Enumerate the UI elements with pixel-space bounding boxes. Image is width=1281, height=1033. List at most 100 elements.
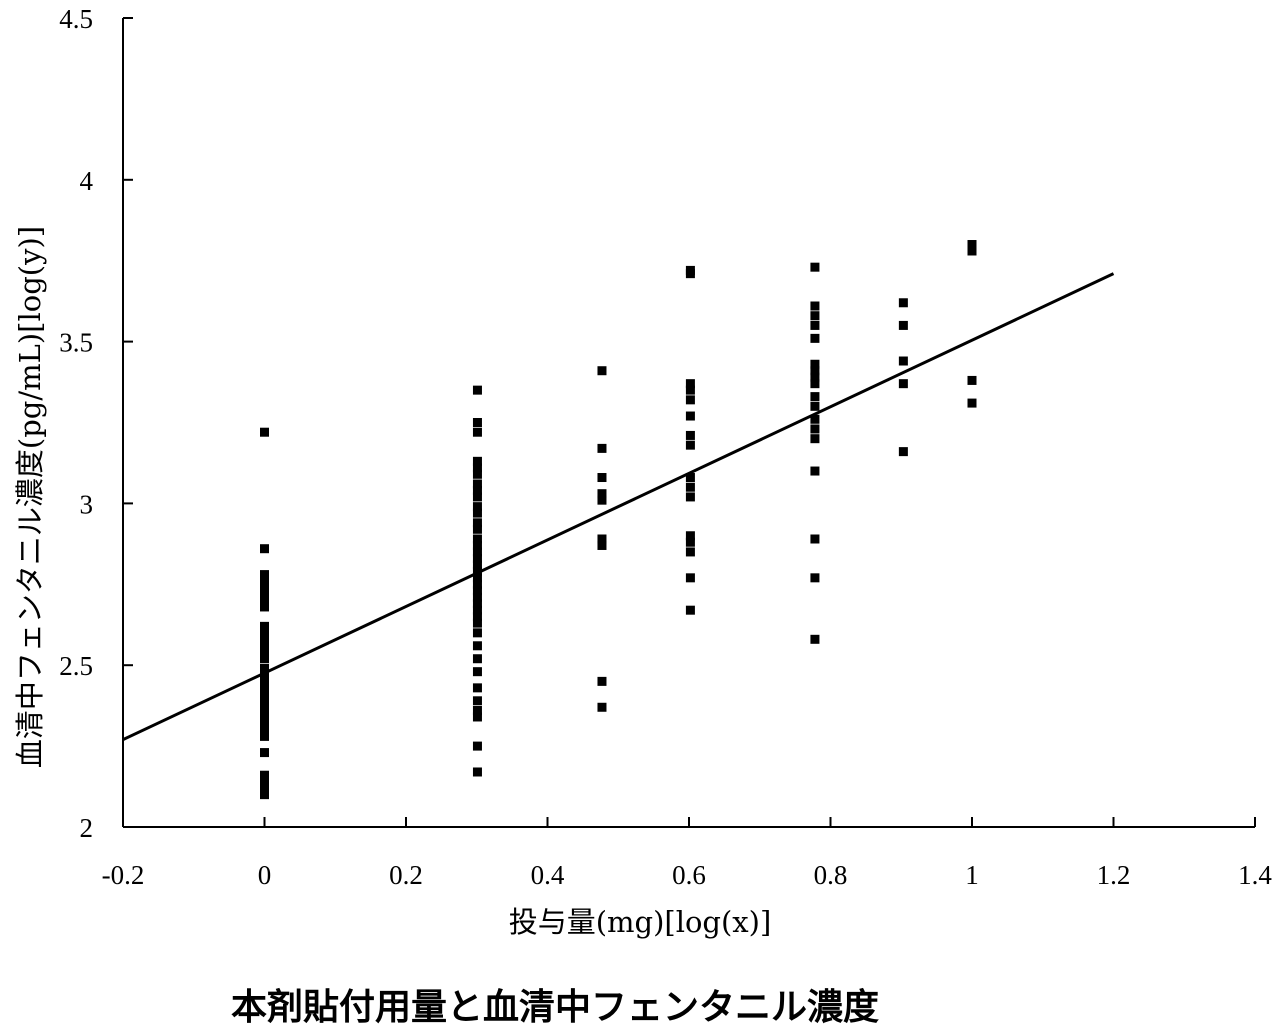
tick-labels: -0.2 0 0.2 0.4 0.6 0.8 1 1.2 1.4 2 2.5 3 3.5 4 4.5 xyxy=(59,4,1272,890)
data-point xyxy=(597,366,607,376)
data-point xyxy=(472,618,482,628)
data-point xyxy=(472,641,482,651)
x-tick-label: 0 xyxy=(258,860,272,890)
data-point xyxy=(685,440,695,450)
data-point xyxy=(260,770,269,780)
figure-caption: 本剤貼付用量と血清中フェンタニル濃度 xyxy=(230,986,879,1028)
y-tick-label: 4.5 xyxy=(59,4,93,34)
data-point xyxy=(685,537,695,547)
x-tick-label: 0.8 xyxy=(814,860,848,890)
data-point xyxy=(685,492,695,502)
data-point xyxy=(260,706,269,716)
data-point xyxy=(472,479,482,489)
data-point xyxy=(472,469,482,479)
data-point xyxy=(810,392,820,402)
data-point xyxy=(472,605,482,615)
data-point xyxy=(260,427,269,437)
data-point xyxy=(472,492,482,502)
data-point xyxy=(685,573,695,583)
data-point xyxy=(260,579,269,589)
data-point xyxy=(597,534,607,544)
data-point xyxy=(810,333,820,343)
data-point xyxy=(685,473,695,483)
data-point xyxy=(810,366,820,376)
data-point xyxy=(260,602,269,612)
data-point xyxy=(810,466,820,476)
data-point xyxy=(597,495,607,505)
data-point xyxy=(810,359,820,369)
data-point xyxy=(472,518,482,528)
data-point xyxy=(685,395,695,405)
data-point xyxy=(472,592,482,602)
data-point xyxy=(472,706,482,716)
data-point xyxy=(260,634,269,644)
x-tick-label: 1.2 xyxy=(1097,860,1131,890)
data-point xyxy=(810,534,820,544)
x-axis-title: 投与量(mg)[log(x)] xyxy=(509,905,772,939)
data-point xyxy=(260,748,269,758)
data-point xyxy=(260,641,269,651)
data-point xyxy=(472,579,482,589)
data-point xyxy=(967,375,977,385)
data-point xyxy=(967,398,977,408)
data-point xyxy=(260,589,269,599)
y-tick-label: 2 xyxy=(80,813,94,843)
data-point xyxy=(260,544,269,554)
data-point xyxy=(472,560,482,570)
data-point xyxy=(472,628,482,638)
data-point xyxy=(472,463,482,473)
y-axis-title: 血清中フェンタニル濃度(pg/mL)[log(y)] xyxy=(13,226,47,768)
data-point xyxy=(967,246,977,256)
y-tick-label: 3 xyxy=(80,489,94,519)
scatter-chart: -0.2 0 0.2 0.4 0.6 0.8 1 1.2 1.4 2 2.5 3 3.5 4 4.5 投与量… xyxy=(13,4,1272,939)
data-point xyxy=(472,654,482,664)
data-point xyxy=(472,566,482,576)
data-point xyxy=(810,320,820,330)
data-point xyxy=(260,570,269,580)
data-point xyxy=(472,456,482,466)
x-tick-label: 1.4 xyxy=(1238,860,1272,890)
data-point xyxy=(472,696,482,706)
y-tick-label: 2.5 xyxy=(59,651,93,681)
data-point xyxy=(472,586,482,596)
data-point xyxy=(685,379,695,389)
data-point xyxy=(260,621,269,631)
data-point xyxy=(260,725,269,735)
data-point xyxy=(597,473,607,483)
data-point xyxy=(472,524,482,534)
data-point xyxy=(898,320,908,330)
data-point xyxy=(260,731,269,741)
x-tick-label: -0.2 xyxy=(102,860,145,890)
data-point xyxy=(260,790,269,800)
data-point xyxy=(898,356,908,366)
data-point xyxy=(597,702,607,712)
data-point xyxy=(685,482,695,492)
data-point xyxy=(472,485,482,495)
x-tick-label: 0.2 xyxy=(389,860,423,890)
axes xyxy=(122,17,1256,828)
data-point xyxy=(472,385,482,395)
data-point xyxy=(685,430,695,440)
data-point xyxy=(260,699,269,709)
data-point xyxy=(810,301,820,311)
data-point xyxy=(685,411,695,421)
data-point xyxy=(260,712,269,722)
x-tick-label: 0.4 xyxy=(531,860,565,890)
data-point xyxy=(472,667,482,677)
data-point xyxy=(472,683,482,693)
data-point xyxy=(472,502,482,512)
plot-marks xyxy=(122,240,1115,800)
data-point xyxy=(898,298,908,308)
data-point xyxy=(810,401,820,411)
data-point xyxy=(810,424,820,434)
y-tick-label: 4 xyxy=(80,166,94,196)
data-point xyxy=(260,628,269,638)
regression-line xyxy=(122,272,1115,741)
data-point xyxy=(810,414,820,424)
data-point xyxy=(597,489,607,499)
data-point xyxy=(810,434,820,444)
data-point xyxy=(810,634,820,644)
data-point xyxy=(260,647,269,657)
data-point xyxy=(260,654,269,664)
data-point xyxy=(472,547,482,557)
